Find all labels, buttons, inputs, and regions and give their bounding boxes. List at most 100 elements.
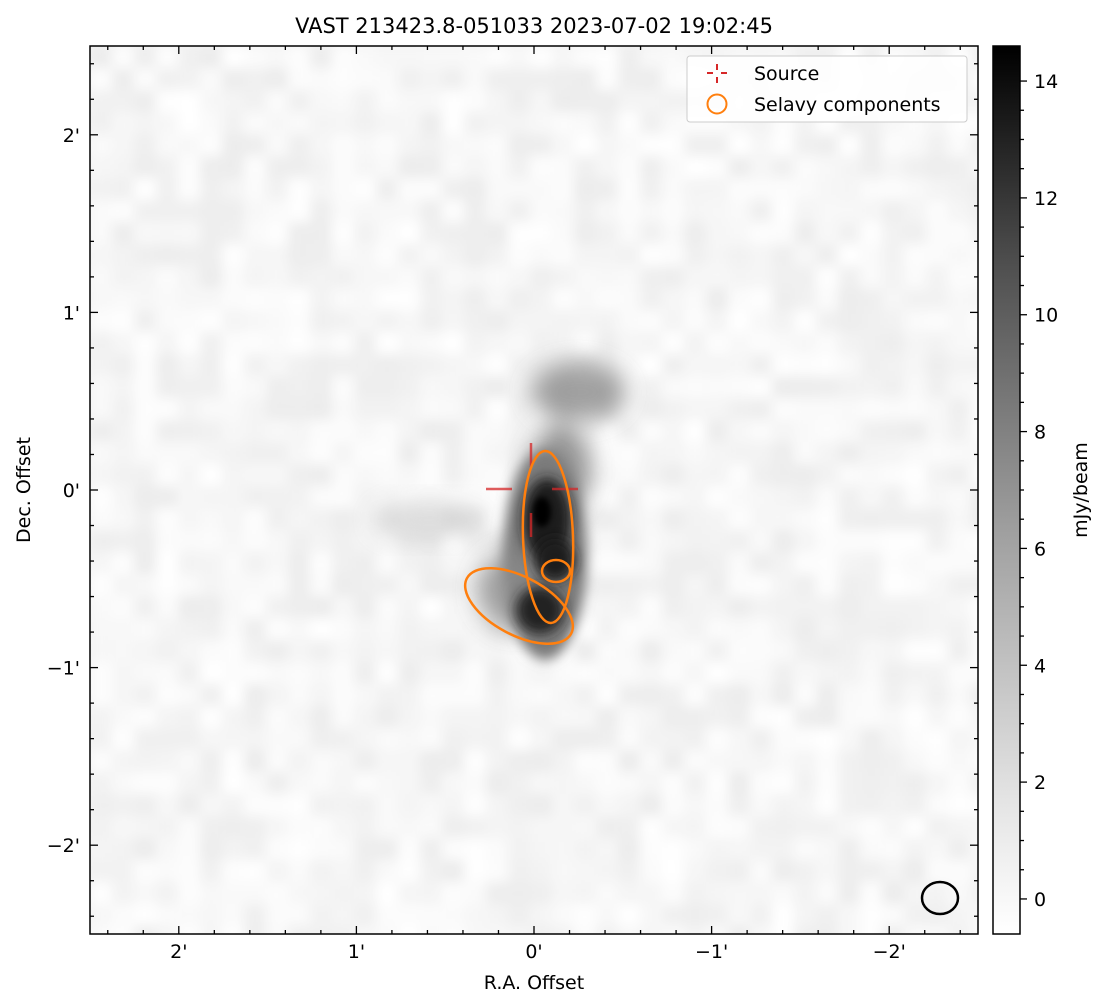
noise-cell <box>134 838 156 860</box>
noise-cell <box>750 420 772 442</box>
noise-cell <box>420 904 442 926</box>
noise-cell <box>332 596 354 618</box>
noise-cell <box>332 684 354 706</box>
noise-cell <box>156 882 178 904</box>
noise-cell <box>266 618 288 640</box>
noise-cell <box>948 926 970 934</box>
noise-cell <box>332 112 354 134</box>
noise-cell <box>970 310 978 332</box>
noise-cell <box>200 200 222 222</box>
noise-cell <box>970 90 978 112</box>
noise-cell <box>684 178 706 200</box>
noise-cell <box>772 486 794 508</box>
noise-cell <box>596 618 618 640</box>
noise-cell <box>970 420 978 442</box>
noise-cell <box>442 618 464 640</box>
noise-cell <box>838 794 860 816</box>
noise-cell <box>530 684 552 706</box>
noise-cell <box>706 354 728 376</box>
noise-cell <box>860 134 882 156</box>
noise-cell <box>706 574 728 596</box>
noise-cell <box>684 442 706 464</box>
noise-cell <box>464 288 486 310</box>
noise-cell <box>332 244 354 266</box>
noise-cell <box>288 376 310 398</box>
noise-cell <box>178 420 200 442</box>
noise-cell <box>310 750 332 772</box>
noise-cell <box>90 640 112 662</box>
noise-cell <box>112 486 134 508</box>
noise-cell <box>948 420 970 442</box>
noise-cell <box>618 508 640 530</box>
noise-cell <box>156 222 178 244</box>
noise-cell <box>904 244 926 266</box>
noise-cell <box>464 618 486 640</box>
noise-cell <box>926 420 948 442</box>
noise-cell <box>398 134 420 156</box>
noise-cell <box>134 310 156 332</box>
legend-box <box>686 55 968 123</box>
noise-cell <box>618 134 640 156</box>
noise-cell <box>596 574 618 596</box>
noise-cell <box>178 112 200 134</box>
noise-cell <box>178 640 200 662</box>
noise-cell <box>90 178 112 200</box>
noise-cell <box>464 816 486 838</box>
noise-cell <box>420 332 442 354</box>
noise-cell <box>244 618 266 640</box>
noise-cell <box>860 552 882 574</box>
noise-cell <box>574 684 596 706</box>
noise-cell <box>970 354 978 376</box>
noise-cell <box>750 332 772 354</box>
noise-cell <box>530 222 552 244</box>
noise-cell <box>970 508 978 530</box>
noise-cell <box>860 574 882 596</box>
noise-cell <box>772 882 794 904</box>
noise-cell <box>112 68 134 90</box>
noise-cell <box>486 442 508 464</box>
noise-cell <box>662 904 684 926</box>
noise-cell <box>332 354 354 376</box>
y-axis-ticks: 2'1'0'−1'−2' <box>47 63 978 917</box>
noise-cell <box>134 816 156 838</box>
noise-cell <box>860 464 882 486</box>
noise-cell <box>266 684 288 706</box>
noise-cell <box>156 354 178 376</box>
noise-cell <box>574 882 596 904</box>
noise-cell <box>200 552 222 574</box>
noise-cell <box>178 288 200 310</box>
noise-cell <box>486 464 508 486</box>
noise-cell <box>354 398 376 420</box>
noise-cell <box>486 332 508 354</box>
noise-cell <box>156 244 178 266</box>
noise-cell <box>772 222 794 244</box>
noise-cell <box>508 156 530 178</box>
noise-cell <box>838 640 860 662</box>
noise-cell <box>244 464 266 486</box>
noise-cell <box>354 662 376 684</box>
noise-cell <box>750 596 772 618</box>
noise-cell <box>838 662 860 684</box>
noise-cell <box>904 838 926 860</box>
noise-cell <box>442 398 464 420</box>
noise-cell <box>112 706 134 728</box>
noise-cell <box>178 46 200 68</box>
noise-cell <box>794 750 816 772</box>
noise-cell <box>156 794 178 816</box>
noise-cell <box>574 156 596 178</box>
noise-cell <box>640 266 662 288</box>
noise-cell <box>376 794 398 816</box>
noise-cell <box>706 662 728 684</box>
noise-cell <box>398 596 420 618</box>
noise-cell <box>838 266 860 288</box>
noise-cell <box>750 266 772 288</box>
noise-cell <box>662 596 684 618</box>
noise-cell <box>926 442 948 464</box>
noise-cell <box>266 90 288 112</box>
noise-cell <box>200 156 222 178</box>
noise-cell <box>662 442 684 464</box>
noise-cell <box>838 288 860 310</box>
noise-cell <box>530 46 552 68</box>
noise-cell <box>904 464 926 486</box>
